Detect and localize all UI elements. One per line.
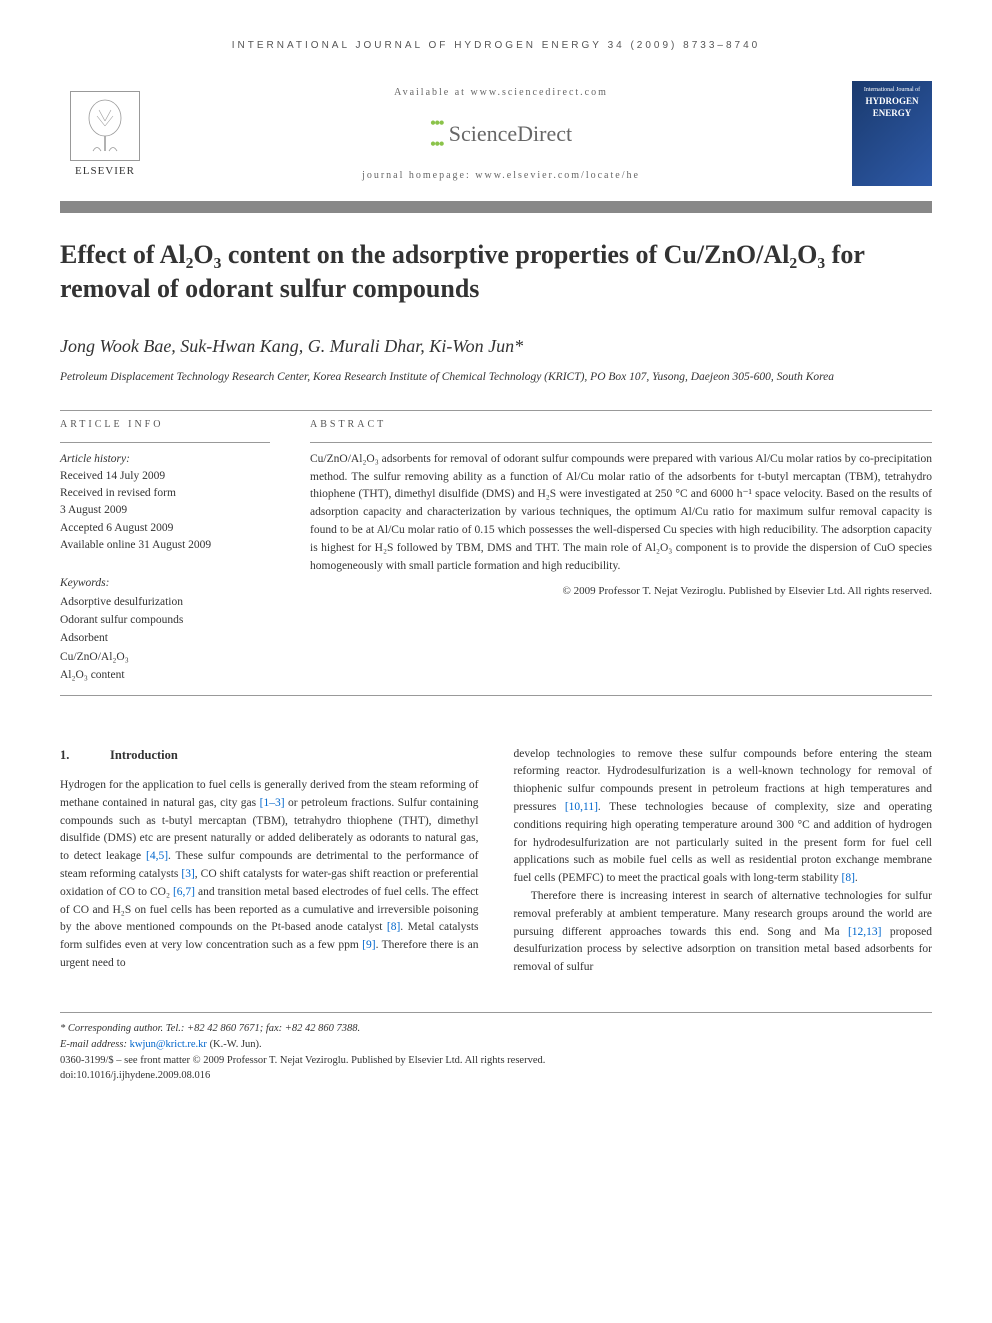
cover-line3: ENERGY [873,108,912,118]
section-1-number: 1. [60,746,110,765]
abstract-copyright: © 2009 Professor T. Nejat Veziroglu. Pub… [310,585,932,597]
available-at-text: Available at www.sciencedirect.com [150,87,852,98]
citation-6-7[interactable]: [6,7] [173,886,195,898]
center-header-block: Available at www.sciencedirect.com •••••… [150,87,852,181]
doi-line: doi:10.1016/j.ijhydene.2009.08.016 [60,1068,932,1084]
citation-3[interactable]: [3] [181,868,194,880]
history-revised-date: 3 August 2009 [60,502,270,519]
divider-bottom [60,695,932,696]
intro-paragraph-2: Therefore there is increasing interest i… [514,888,933,977]
citation-9[interactable]: [9] [362,939,375,951]
abstract-divider [310,442,932,443]
divider-top [60,410,932,411]
elsevier-tree-icon [70,91,140,161]
article-info-label: ARTICLE INFO [60,419,270,430]
footer-block: * Corresponding author. Tel.: +82 42 860… [60,1012,932,1084]
section-1-title: Introduction [110,748,178,762]
abstract-text: Cu/ZnO/Al₂O₃ adsorbents for removal of o… [310,451,932,576]
citation-4-5[interactable]: [4,5] [146,850,168,862]
citation-1-3[interactable]: [1–3] [260,797,285,809]
intro-paragraph-1-cont: develop technologies to remove these sul… [514,746,933,889]
history-accepted: Accepted 6 August 2009 [60,520,270,537]
citation-8[interactable]: [8] [387,921,400,933]
info-divider [60,442,270,443]
text-frag: . These technologies because of complexi… [514,801,933,884]
cover-line2: HYDROGEN [865,96,918,106]
journal-header: INTERNATIONAL JOURNAL OF HYDROGEN ENERGY… [60,40,932,51]
top-banner: ELSEVIER Available at www.sciencedirect.… [60,81,932,186]
keyword-5: Al₂O₃ content [60,666,270,684]
email-link[interactable]: kwjun@krict.re.kr [130,1039,207,1050]
text-frag: . [855,872,858,884]
citation-12-13[interactable]: [12,13] [848,926,882,938]
keywords-block: Keywords: Adsorptive desulfurization Odo… [60,574,270,684]
issn-line: 0360-3199/$ – see front matter © 2009 Pr… [60,1053,932,1069]
elsevier-name: ELSEVIER [75,165,135,177]
authors-list: Jong Wook Bae, Suk-Hwan Kang, G. Murali … [60,336,932,357]
keyword-1: Adsorptive desulfurization [60,593,270,611]
article-info-column: ARTICLE INFO Article history: Received 1… [60,419,270,685]
email-label: E-mail address: [60,1039,130,1050]
citation-8b[interactable]: [8] [842,872,855,884]
abstract-column: ABSTRACT Cu/ZnO/Al₂O₃ adsorbents for rem… [310,419,932,685]
keyword-3: Adsorbent [60,629,270,647]
info-abstract-row: ARTICLE INFO Article history: Received 1… [60,419,932,685]
article-history: Article history: Received 14 July 2009 R… [60,451,270,555]
keywords-label: Keywords: [60,574,270,592]
intro-paragraph-1: Hydrogen for the application to fuel cel… [60,777,479,973]
body-columns: 1.Introduction Hydrogen for the applicat… [60,746,932,978]
history-online: Available online 31 August 2009 [60,537,270,554]
abstract-label: ABSTRACT [310,419,932,430]
journal-homepage-text: journal homepage: www.elsevier.com/locat… [150,170,852,181]
citation-10-11[interactable]: [10,11] [565,801,598,813]
grey-divider-band [60,201,932,213]
sciencedirect-text: ScienceDirect [449,121,572,147]
article-title: Effect of Al₂O₃ content on the adsorptiv… [60,238,932,306]
body-column-left: 1.Introduction Hydrogen for the applicat… [60,746,479,978]
journal-cover-thumbnail: International Journal of HYDROGEN ENERGY [852,81,932,186]
section-1-heading: 1.Introduction [60,746,479,765]
cover-line1: International Journal of [864,87,920,94]
history-received: Received 14 July 2009 [60,468,270,485]
elsevier-logo: ELSEVIER [60,84,150,184]
email-suffix: (K.-W. Jun). [207,1039,262,1050]
keyword-2: Odorant sulfur compounds [60,611,270,629]
body-column-right: develop technologies to remove these sul… [514,746,933,978]
corresponding-author: * Corresponding author. Tel.: +82 42 860… [60,1021,932,1037]
history-label: Article history: [60,451,270,468]
keyword-4: Cu/ZnO/Al₂O₃ [60,648,270,666]
email-line: E-mail address: kwjun@krict.re.kr (K.-W.… [60,1037,932,1053]
affiliation: Petroleum Displacement Technology Resear… [60,369,932,385]
history-revised: Received in revised form [60,485,270,502]
sciencedirect-logo: •••••• ScienceDirect [430,113,572,155]
sciencedirect-dots-icon: •••••• [430,113,443,155]
